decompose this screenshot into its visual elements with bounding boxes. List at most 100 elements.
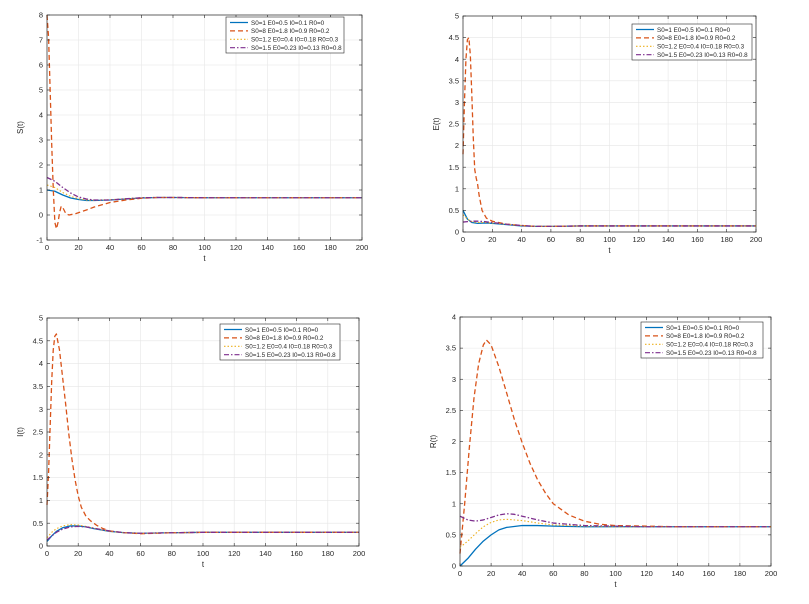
y-tick-label: 5 bbox=[455, 12, 459, 21]
x-tick-label: 200 bbox=[750, 235, 763, 244]
legend-entry-4: S0=1.5 E0=0.23 I0=0.13 R0=0.8 bbox=[657, 52, 748, 59]
x-axis-label: t bbox=[203, 254, 206, 263]
series-line-2 bbox=[46, 14, 362, 230]
y-tick-label: 0.5 bbox=[449, 206, 459, 215]
x-tick-label: 40 bbox=[105, 549, 113, 558]
x-tick-label: 20 bbox=[487, 569, 495, 578]
x-tick-label: 180 bbox=[720, 235, 733, 244]
y-tick-label: 2 bbox=[39, 450, 43, 459]
y-tick-label: 1.5 bbox=[449, 163, 459, 172]
series-line-4 bbox=[459, 513, 771, 528]
y-tick-label: 4.5 bbox=[33, 336, 43, 345]
legend: S0=1 E0=0.5 I0=0.1 R0=0S0=8 E0=1.8 I0=0.… bbox=[640, 321, 764, 359]
x-tick-label: 140 bbox=[671, 569, 684, 578]
y-tick-label: -1 bbox=[36, 236, 43, 245]
y-tick-label: 2 bbox=[452, 437, 456, 446]
y-tick-label: 0 bbox=[39, 211, 43, 220]
x-tick-label: 180 bbox=[322, 549, 335, 558]
legend-entry-1: S0=1 E0=0.5 I0=0.1 R0=0 bbox=[657, 27, 731, 34]
x-tick-label: 160 bbox=[290, 549, 303, 558]
x-tick-label: 120 bbox=[640, 569, 653, 578]
x-tick-label: 60 bbox=[547, 235, 555, 244]
x-tick-label: 20 bbox=[488, 235, 496, 244]
y-tick-label: 3 bbox=[452, 375, 456, 384]
x-tick-label: 200 bbox=[356, 243, 369, 252]
subplot-2: 0 20 40 60 80 100 120 140 160 180 200 0 0.5 1 1.5 2 2.5 3… bbox=[432, 12, 762, 255]
x-tick-label: 120 bbox=[633, 235, 646, 244]
x-tick-label: 60 bbox=[137, 243, 145, 252]
y-tick-label: 0 bbox=[39, 542, 43, 551]
y-tick-label: 8 bbox=[39, 11, 43, 20]
y-tick-label: 0 bbox=[452, 562, 456, 571]
y-tick-label: 1 bbox=[455, 184, 459, 193]
legend-entry-3: S0=1.2 E0=0.4 I0=0.18 R0=0.3 bbox=[251, 37, 339, 44]
x-tick-label: 140 bbox=[662, 235, 675, 244]
y-tick-label: 2.5 bbox=[449, 120, 459, 129]
legend-entry-1: S0=1 E0=0.5 I0=0.1 R0=0 bbox=[251, 20, 325, 27]
y-axis-label: R(t) bbox=[429, 435, 438, 449]
y-tick-label: 5 bbox=[39, 314, 43, 323]
legend-entry-4: S0=1.5 E0=0.23 I0=0.13 R0=0.8 bbox=[251, 45, 342, 52]
y-tick-label: 2 bbox=[39, 161, 43, 170]
x-tick-label: 120 bbox=[228, 549, 241, 558]
x-tick-label: 0 bbox=[458, 569, 462, 578]
y-axis-label: I(t) bbox=[16, 427, 25, 437]
x-tick-label: 60 bbox=[136, 549, 144, 558]
y-tick-label: 2 bbox=[455, 141, 459, 150]
x-tick-label: 80 bbox=[168, 549, 176, 558]
x-tick-label: 0 bbox=[45, 549, 49, 558]
legend: S0=1 E0=0.5 I0=0.1 R0=0S0=8 E0=1.8 I0=0.… bbox=[631, 23, 753, 61]
x-tick-label: 100 bbox=[609, 569, 622, 578]
legend-entry-2: S0=8 E0=1.8 I0=0.9 R0=0.2 bbox=[666, 333, 745, 340]
y-tick-label: 0.5 bbox=[33, 519, 43, 528]
series-line-3 bbox=[462, 214, 756, 227]
legend: S0=1 E0=0.5 I0=0.1 R0=0S0=8 E0=1.8 I0=0.… bbox=[219, 323, 341, 361]
x-axis-label: t bbox=[202, 560, 205, 569]
x-tick-label: 60 bbox=[549, 569, 557, 578]
y-tick-label: 4 bbox=[452, 313, 456, 322]
x-tick-label: 160 bbox=[691, 235, 704, 244]
x-tick-label: 20 bbox=[74, 549, 82, 558]
x-axis-label: t bbox=[608, 246, 611, 255]
series-line-4 bbox=[46, 176, 362, 201]
x-tick-label: 160 bbox=[293, 243, 306, 252]
series-line-4 bbox=[46, 525, 359, 541]
x-tick-label: 40 bbox=[106, 243, 114, 252]
y-tick-label: 3 bbox=[455, 98, 459, 107]
x-tick-label: 140 bbox=[261, 243, 274, 252]
legend-entry-2: S0=8 E0=1.8 I0=0.9 R0=0.2 bbox=[657, 35, 736, 42]
y-tick-label: 4 bbox=[39, 359, 43, 368]
legend-entry-2: S0=8 E0=1.8 I0=0.9 R0=0.2 bbox=[251, 28, 330, 35]
y-tick-label: 3.5 bbox=[446, 344, 456, 353]
subplot-4: 0 20 40 60 80 100 120 140 160 180 200 0 0.5 1 1.5 2 2.5 3… bbox=[429, 313, 777, 589]
x-tick-label: 40 bbox=[518, 569, 526, 578]
y-tick-label: 1 bbox=[39, 496, 43, 505]
y-tick-label: 4.5 bbox=[449, 33, 459, 42]
subplot-3: 0 20 40 60 80 100 120 140 160 180 200 0 0.5 1 1.5 2 2.5 3… bbox=[16, 314, 365, 569]
y-tick-label: 1 bbox=[452, 499, 456, 508]
series-line-3 bbox=[46, 184, 362, 201]
y-tick-label: 2.5 bbox=[446, 406, 456, 415]
x-tick-label: 160 bbox=[703, 569, 716, 578]
y-axis-label: S(t) bbox=[16, 121, 25, 134]
y-tick-label: 3.5 bbox=[33, 382, 43, 391]
x-tick-label: 80 bbox=[576, 235, 584, 244]
y-tick-label: 6 bbox=[39, 61, 43, 70]
y-tick-label: 3 bbox=[39, 405, 43, 414]
legend-entry-4: S0=1.5 E0=0.23 I0=0.13 R0=0.8 bbox=[245, 352, 336, 359]
y-tick-label: 1 bbox=[39, 186, 43, 195]
x-tick-label: 40 bbox=[517, 235, 525, 244]
y-tick-label: 1.5 bbox=[33, 473, 43, 482]
legend-entry-3: S0=1.2 E0=0.4 I0=0.18 R0=0.3 bbox=[657, 44, 745, 51]
y-tick-label: 0.5 bbox=[446, 530, 456, 539]
legend-entry-1: S0=1 E0=0.5 I0=0.1 R0=0 bbox=[666, 325, 740, 332]
legend-entry-4: S0=1.5 E0=0.23 I0=0.13 R0=0.8 bbox=[666, 350, 757, 357]
y-tick-label: 5 bbox=[39, 86, 43, 95]
y-tick-label: 2.5 bbox=[33, 428, 43, 437]
x-tick-label: 200 bbox=[765, 569, 778, 578]
y-tick-label: 3 bbox=[39, 136, 43, 145]
legend-entry-1: S0=1 E0=0.5 I0=0.1 R0=0 bbox=[245, 327, 319, 334]
x-tick-label: 120 bbox=[230, 243, 243, 252]
subplot-1: 0 20 40 60 80 100 120 140 160 180 200-1012345678tS… bbox=[16, 11, 368, 263]
